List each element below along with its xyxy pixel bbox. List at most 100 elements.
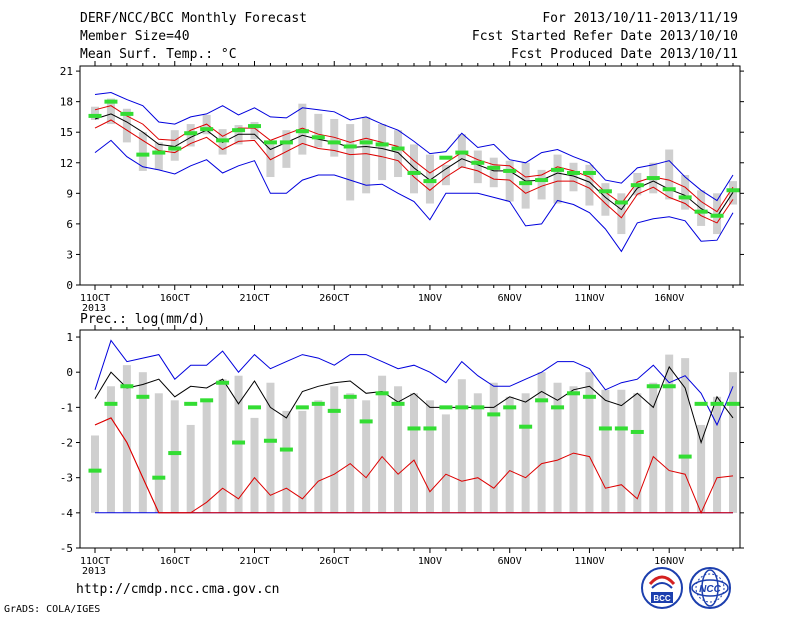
y-tick-label: -2 <box>60 437 73 450</box>
member-marker <box>120 111 134 116</box>
member-marker <box>311 401 325 406</box>
bcc-logo: BCC <box>641 567 683 609</box>
member-marker <box>519 181 533 186</box>
spread-box <box>713 396 722 513</box>
member-marker <box>184 131 198 136</box>
x-tick-label: 1NOV <box>418 293 442 304</box>
spread-box <box>585 164 594 206</box>
y-tick-label: 9 <box>66 187 73 200</box>
member-marker <box>200 127 214 132</box>
member-marker <box>551 405 565 410</box>
spread-box <box>537 169 546 200</box>
y-tick-label: 21 <box>60 65 73 78</box>
spread-box <box>505 160 514 202</box>
spread-box <box>378 124 387 181</box>
plot-frame <box>79 329 741 549</box>
spread-box <box>569 386 578 513</box>
spread-box <box>186 124 195 147</box>
spread-box <box>250 122 259 140</box>
fcst-started-date: Fcst Started Refer Date 2013/10/10 <box>471 29 738 44</box>
source-url[interactable]: http://cmdp.ncc.cma.gov.cn <box>76 582 280 597</box>
member-marker <box>295 405 309 410</box>
spread-box <box>521 162 530 209</box>
x-tick-label: 16NOV <box>654 556 684 567</box>
x-tick-label: 21OCT <box>239 293 269 304</box>
y-tick-label: 6 <box>66 218 73 231</box>
y-tick-label: -4 <box>60 507 74 520</box>
member-marker <box>439 405 453 410</box>
member-marker <box>487 165 501 170</box>
member-marker <box>232 440 246 445</box>
spread-box <box>425 400 434 513</box>
max-line <box>94 91 734 202</box>
member-marker <box>519 424 533 429</box>
member-marker <box>184 401 198 406</box>
y-tick-label: 0 <box>66 366 73 379</box>
max-line <box>94 339 734 427</box>
spread-box <box>378 375 387 513</box>
member-size-label: Member Size=40 <box>80 29 190 44</box>
member-marker <box>630 429 644 434</box>
member-marker <box>327 140 341 145</box>
spread-box <box>346 393 355 513</box>
member-marker <box>263 438 277 443</box>
spread-box <box>218 379 227 513</box>
y-tick-label: 0 <box>66 279 73 292</box>
member-marker <box>375 391 389 396</box>
spread-box <box>330 118 339 157</box>
spread-box <box>569 162 578 192</box>
spread-box <box>106 98 115 125</box>
member-marker <box>598 189 612 194</box>
y-tick-label: 3 <box>66 248 73 261</box>
member-marker <box>471 405 485 410</box>
member-marker <box>662 384 676 389</box>
member-marker <box>391 401 405 406</box>
member-marker <box>120 384 134 389</box>
member-marker <box>535 398 549 403</box>
member-marker <box>104 401 118 406</box>
spread-box <box>649 382 658 513</box>
spread-box <box>170 400 179 513</box>
member-marker <box>646 176 660 181</box>
member-marker <box>535 178 549 183</box>
member-marker <box>407 170 421 175</box>
spread-box <box>729 372 737 513</box>
member-marker <box>104 99 118 104</box>
member-marker <box>216 380 230 385</box>
spread-box <box>665 149 674 200</box>
y-tick-label: 18 <box>60 96 73 109</box>
member-marker <box>567 170 580 175</box>
member-marker <box>726 188 740 193</box>
spread-box <box>91 106 99 120</box>
x-tick-label: 21OCT <box>239 556 269 567</box>
member-marker <box>614 426 628 431</box>
member-marker <box>694 209 708 214</box>
y-tick-label: 1 <box>66 331 73 344</box>
member-marker <box>646 384 660 389</box>
spread-box <box>266 144 275 178</box>
x-tick-label: 11OCT <box>80 556 110 567</box>
spread-box <box>330 386 339 513</box>
member-marker <box>407 426 421 431</box>
member-marker <box>710 213 724 218</box>
spread-box <box>633 393 642 513</box>
y-tick-label: 12 <box>60 157 73 170</box>
spread-box <box>697 424 706 513</box>
spread-box <box>250 417 259 513</box>
member-marker <box>88 113 102 118</box>
x-tick-label: 6NOV <box>498 293 522 304</box>
spread-box <box>106 386 115 513</box>
spread-box <box>505 396 514 513</box>
x-tick-label: 11NOV <box>574 556 604 567</box>
svg-text:NCC: NCC <box>699 584 721 595</box>
lower-line <box>94 119 734 224</box>
member-marker <box>136 394 150 399</box>
spread-box <box>202 400 211 513</box>
grads-credit: GrADS: COLA/IGES <box>4 604 101 615</box>
member-marker <box>295 129 309 134</box>
member-marker <box>327 408 341 413</box>
spread-box <box>681 358 690 513</box>
spread-box <box>282 130 291 168</box>
member-marker <box>168 451 182 456</box>
spread-box <box>394 386 403 513</box>
